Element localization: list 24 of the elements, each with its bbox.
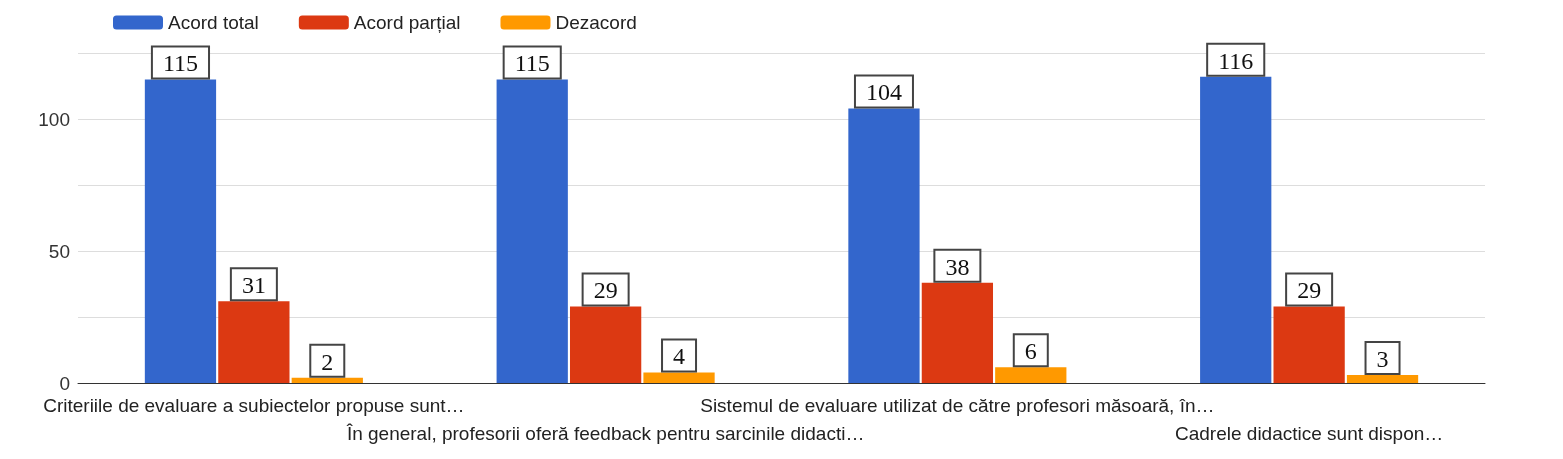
data-label: 115 [162, 50, 199, 77]
x-tick-label: Cadrele didactice sunt dispon… [1174, 422, 1444, 444]
data-label: 31 [241, 272, 266, 299]
y-tick-label: 100 [38, 108, 70, 130]
bar [291, 377, 363, 383]
y-tick-label: 0 [59, 372, 70, 394]
data-label: 104 [865, 79, 902, 106]
data-label: 4 [673, 343, 686, 370]
legend-label: Dezacord [555, 12, 637, 33]
data-label: 116 [1218, 47, 1254, 74]
data-label: 6 [1024, 338, 1037, 365]
bar [1346, 375, 1419, 383]
y-tick-label: 50 [48, 240, 70, 262]
data-label: 29 [1297, 277, 1322, 304]
legend-label: Acord parțial [353, 12, 461, 33]
data-label: 3 [1376, 346, 1389, 373]
x-tick-label: În general, profesorii oferă feedback pentru sarcinile didacti… [345, 422, 865, 444]
data-label: 115 [514, 50, 550, 77]
data-label: 2 [321, 348, 334, 375]
x-tick-label: Criteriile de evaluare a subiectelor propuse sunt… [43, 394, 465, 416]
data-label: 29 [593, 277, 618, 304]
legend-label: Acord total [168, 12, 259, 33]
x-tick-label: Sistemul de evaluare utilizat de către profesori măsoară, în… [700, 394, 1215, 416]
data-label: 38 [945, 253, 970, 280]
